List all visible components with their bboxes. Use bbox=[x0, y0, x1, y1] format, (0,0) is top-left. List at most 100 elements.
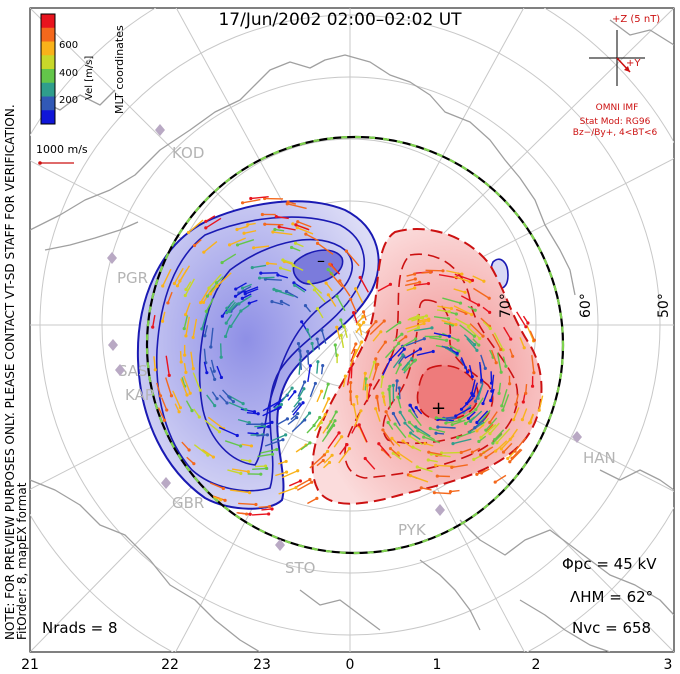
vector-origin bbox=[247, 301, 251, 305]
velocity-vector bbox=[480, 424, 497, 438]
velocity-vector bbox=[392, 333, 403, 342]
vector-origin bbox=[324, 281, 328, 285]
vector-origin bbox=[339, 318, 343, 322]
velocity-vector bbox=[388, 389, 392, 408]
velocity-vector bbox=[251, 513, 269, 516]
velocity-vector bbox=[470, 410, 483, 422]
vector-origin bbox=[270, 507, 274, 511]
vector-origin bbox=[352, 311, 356, 315]
velocity-vector bbox=[463, 334, 476, 346]
vector-origin bbox=[240, 201, 245, 205]
velocity-vector bbox=[250, 195, 269, 200]
vector-origin bbox=[468, 430, 472, 434]
velocity-vector bbox=[262, 400, 281, 412]
velocity-vector bbox=[161, 311, 166, 322]
station-label: KAP bbox=[125, 386, 154, 404]
velocity-vector bbox=[208, 273, 222, 289]
vector-origin bbox=[414, 406, 418, 410]
vector-origin bbox=[427, 318, 431, 323]
velocity-vector bbox=[243, 230, 257, 234]
vector-origin bbox=[477, 343, 481, 347]
velocity-vector bbox=[193, 444, 209, 456]
velocity-vector bbox=[503, 326, 512, 340]
vector-origin bbox=[240, 296, 244, 300]
velocity-vector bbox=[228, 302, 238, 312]
vector-origin bbox=[172, 281, 177, 286]
velocity-vector bbox=[468, 364, 473, 377]
vector-origin bbox=[358, 275, 362, 280]
velocity-vector bbox=[219, 343, 222, 358]
vector-origin bbox=[472, 334, 476, 338]
vector-origin bbox=[454, 312, 458, 316]
vector-origin bbox=[270, 452, 275, 456]
vector-origin bbox=[267, 504, 272, 509]
vector-origin bbox=[293, 390, 297, 394]
velocity-vector bbox=[329, 263, 338, 273]
velocity-vector bbox=[204, 325, 208, 336]
velocity-vector bbox=[338, 448, 351, 464]
min-potential-marker: – bbox=[317, 251, 325, 270]
station-marker bbox=[435, 504, 445, 516]
velocity-vector bbox=[280, 267, 292, 272]
velocity-vector bbox=[162, 268, 172, 287]
velocity-vector bbox=[316, 390, 323, 403]
velocity-vector bbox=[153, 356, 156, 370]
vector-origin bbox=[275, 447, 279, 452]
velocity-vector bbox=[453, 288, 466, 293]
station-label: HAN bbox=[583, 449, 616, 467]
velocity-vector bbox=[369, 320, 385, 335]
vector-origin bbox=[488, 432, 492, 436]
velocity-vector bbox=[179, 351, 182, 362]
vector-origin bbox=[279, 402, 284, 407]
vector-origin bbox=[444, 338, 449, 342]
velocity-vector bbox=[240, 304, 250, 312]
vector-origin bbox=[511, 354, 515, 358]
vector-origin bbox=[426, 458, 430, 462]
velocity-vector bbox=[316, 338, 321, 350]
lat-label-70: 70° bbox=[498, 293, 514, 318]
vector-origin bbox=[472, 457, 476, 462]
vector-origin bbox=[213, 377, 217, 381]
velocity-vector bbox=[257, 453, 273, 458]
velocity-vector bbox=[384, 342, 400, 359]
vector-origin bbox=[315, 496, 319, 500]
velocity-vector bbox=[516, 311, 527, 328]
velocity-vector bbox=[471, 379, 476, 394]
vector-origin bbox=[334, 410, 338, 414]
velocity-vector bbox=[293, 398, 301, 408]
vector-origin bbox=[160, 319, 165, 323]
velocity-vector bbox=[377, 283, 391, 292]
vector-origin bbox=[487, 296, 491, 300]
vector-origin bbox=[494, 361, 498, 365]
vector-origin bbox=[473, 308, 477, 312]
velocity-vector bbox=[336, 327, 341, 340]
vector-origin bbox=[432, 491, 437, 495]
page-title: 17/Jun/2002 02:00–02:02 UT bbox=[218, 10, 462, 30]
vector-origin bbox=[475, 420, 479, 425]
vector-origin bbox=[307, 280, 311, 284]
vector-origin bbox=[381, 391, 385, 395]
vector-origin bbox=[403, 421, 407, 425]
vector-origin bbox=[175, 284, 180, 288]
vector-origin bbox=[242, 231, 246, 235]
velocity-vector bbox=[473, 287, 490, 299]
vector-origin bbox=[454, 414, 458, 418]
velocity-vector bbox=[309, 383, 317, 398]
velocity-vector bbox=[183, 375, 191, 394]
max-potential-marker: + bbox=[431, 398, 446, 419]
velocity-vector bbox=[494, 429, 505, 441]
velocity-vector bbox=[437, 426, 456, 429]
velocity-vector bbox=[345, 250, 360, 267]
vector-origin bbox=[464, 421, 468, 426]
velocity-vector bbox=[291, 419, 306, 433]
vector-origin bbox=[484, 455, 488, 459]
velocity-vector bbox=[188, 219, 204, 234]
vector-origin bbox=[274, 214, 278, 219]
vector-origin bbox=[198, 388, 202, 392]
station-marker bbox=[107, 252, 117, 264]
vector-origin bbox=[510, 456, 514, 460]
vector-origin bbox=[294, 486, 298, 490]
vector-origin bbox=[408, 474, 413, 478]
velocity-vector bbox=[416, 350, 434, 356]
vector-origin bbox=[355, 395, 359, 399]
